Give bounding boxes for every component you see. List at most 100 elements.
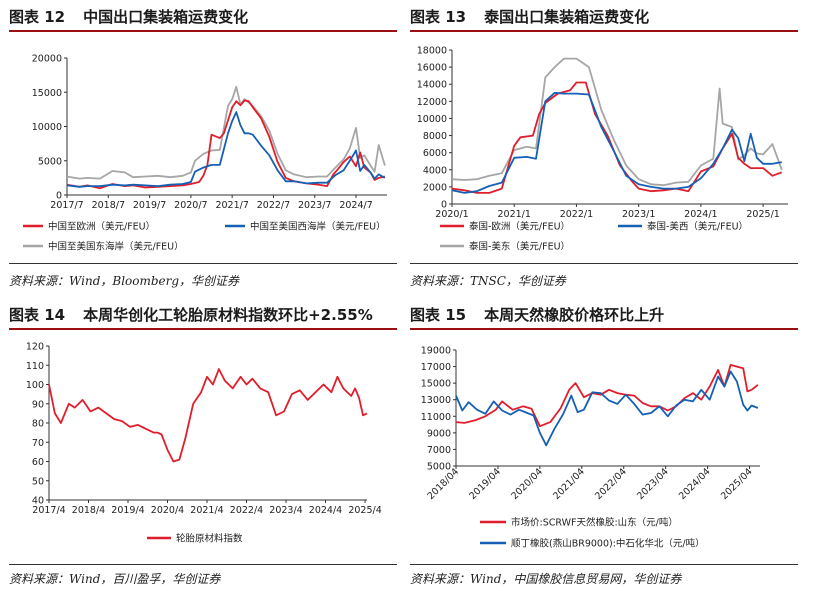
x-tick-label: 2024/4 [309,505,342,516]
y-tick-label: 12000 [417,97,447,108]
y-tick-label: 17000 [421,362,451,373]
series-line [66,85,386,180]
y-tick-label: 80 [32,419,44,430]
figure-number: 图表 14 [9,306,66,324]
x-tick-label: 2021/4 [190,505,223,516]
panel-title: 图表 12 中国出口集装箱运费变化 [9,4,397,32]
chart-box: 0 5000 10000 15000 20000 2017/7 2018/7 2019/7 20… [9,36,397,264]
y-tick-label: 40 [32,496,44,507]
y-tick-label: 70 [32,438,44,449]
x-tick-label: 2019/04 [467,466,503,502]
y-tick-label: 60 [32,457,44,468]
x-tick-label: 2020/04 [509,466,545,502]
figure-title: 中国出口集装箱运费变化 [83,8,249,26]
x-tick-label: 2023/4 [269,505,302,516]
x-tick-label: 2021/7 [215,200,248,211]
x-tick-label: 2021/1 [498,209,531,220]
x-tick-label: 2021/04 [551,466,587,502]
legend-label: 市场价:SCRWF天然橡胶:山东（元/吨） [511,517,678,529]
figure-number: 图表 13 [410,8,467,26]
y-tick-label: 11000 [421,412,451,423]
x-tick-label: 2023/7 [298,200,331,211]
figure-title: 本周天然橡胶价格环比上升 [484,306,665,324]
series-line [66,111,386,188]
panel-title: 图表 15 本周天然橡胶价格环比上升 [410,302,798,330]
x-tick-label: 2018/4 [72,505,105,516]
x-tick-label: 2024/1 [684,209,717,220]
series-line [455,363,759,428]
x-tick-label: 2025/1 [746,209,779,220]
y-tick-label: 18000 [417,46,447,57]
y-tick-label: 14000 [417,80,447,91]
legend-label: 泰国-欧洲（美元/FEU） [469,221,570,233]
x-tick-label: 2022/4 [230,505,263,516]
x-tick-label: 2024/04 [677,466,713,502]
y-tick-label: 19000 [421,346,451,357]
figure-number: 图表 12 [9,8,66,26]
y-tick-label: 5000 [38,156,62,167]
legend-label: 中国至美国西海岸（美元/FEU） [250,221,386,233]
legend-label: 泰国-美东（美元/FEU） [469,241,570,253]
y-tick-label: 0 [56,191,62,202]
chart-box: 5000 7000 9000 11000 13000 15000 17000 19000 201… [410,334,798,565]
series-line [451,81,783,194]
x-tick-label: 2019/7 [133,200,166,211]
legend-label: 中国至美国东海岸（美元/FEU） [48,241,184,253]
chart-tire-material-index: 40 50 60 70 80 90 100 110 120 2017/4 2018/4 2019/4 2… [26,342,382,545]
x-tick-label: 2019/4 [111,505,144,516]
y-tick-label: 13000 [421,395,451,406]
y-tick-label: 7000 [427,445,451,456]
y-tick-label: 9000 [427,428,451,439]
y-tick-label: 2000 [423,182,447,193]
x-tick-label: 2020/1 [435,209,468,220]
y-tick-label: 90 [32,399,44,410]
x-tick-label: 2020/4 [151,505,184,516]
source-note: 资料来源：Wind，百川盈孚，华创证券 [9,572,221,586]
x-tick-label: 2023/1 [622,209,655,220]
series-line [451,91,782,194]
legend-label: 泰国-美西（美元/FEU） [647,221,748,233]
y-tick-label: 100 [26,380,44,391]
y-tick-label: 0 [441,200,447,211]
y-tick-label: 15000 [32,88,62,99]
chart-china-export-freight: 0 5000 10000 15000 20000 2017/7 2018/7 2019/7 20… [23,54,387,253]
legend-label: 顺丁橡胶(燕山BR9000):中石化华北（元/吨） [511,538,705,550]
series-line [66,99,386,190]
legend-label: 中国至欧洲（美元/FEU） [48,221,155,233]
y-tick-label: 120 [26,342,44,353]
x-tick-label: 2017/4 [32,505,65,516]
x-tick-label: 2025/04 [719,466,755,502]
x-tick-label: 2025/4 [348,505,381,516]
panel-title: 图表 13 泰国出口集装箱运费变化 [410,4,798,32]
chart-box: 0 2000 4000 6000 8000 10000 12000 14000 16000 180… [410,36,798,264]
series-line [48,368,368,463]
source-note: 资料来源：TNSC，华创证券 [410,274,566,288]
y-tick-label: 20000 [32,54,62,65]
figure-title: 本周华创化工轮胎原材料指数环比+2.55% [83,306,373,324]
x-tick-label: 2020/7 [174,200,207,211]
x-tick-label: 2023/04 [635,466,671,502]
chart-natural-rubber-price: 5000 7000 9000 11000 13000 15000 17000 19000 201… [421,346,760,550]
figure-title: 泰国出口集装箱运费变化 [484,8,650,26]
x-tick-label: 2017/7 [50,200,83,211]
y-tick-label: 5000 [427,462,451,473]
x-tick-label: 2022/7 [257,200,290,211]
x-tick-label: 2024/7 [339,200,372,211]
source-note: 资料来源：Wind，中国橡胶信息贸易网，华创证券 [410,572,682,586]
y-tick-label: 10000 [32,122,62,133]
y-tick-label: 8000 [423,131,447,142]
series-line [455,370,759,447]
panel-title: 图表 14 本周华创化工轮胎原材料指数环比+2.55% [9,302,397,330]
y-tick-label: 110 [26,361,44,372]
chart-thailand-export-freight: 0 2000 4000 6000 8000 10000 12000 14000 16000 180… [417,46,788,253]
series-line [451,57,783,187]
x-tick-label: 2022/04 [593,466,629,502]
source-note: 资料来源：Wind，Bloomberg，华创证券 [9,274,240,288]
legend-label: 轮胎原材料指数 [176,533,243,545]
y-tick-label: 10000 [417,114,447,125]
y-tick-label: 50 [32,476,44,487]
chart-box: 40 50 60 70 80 90 100 110 120 2017/4 2018/4 2019/4 2… [9,334,397,565]
y-tick-label: 16000 [417,63,447,74]
x-tick-label: 2018/7 [92,200,125,211]
y-tick-label: 15000 [421,379,451,390]
